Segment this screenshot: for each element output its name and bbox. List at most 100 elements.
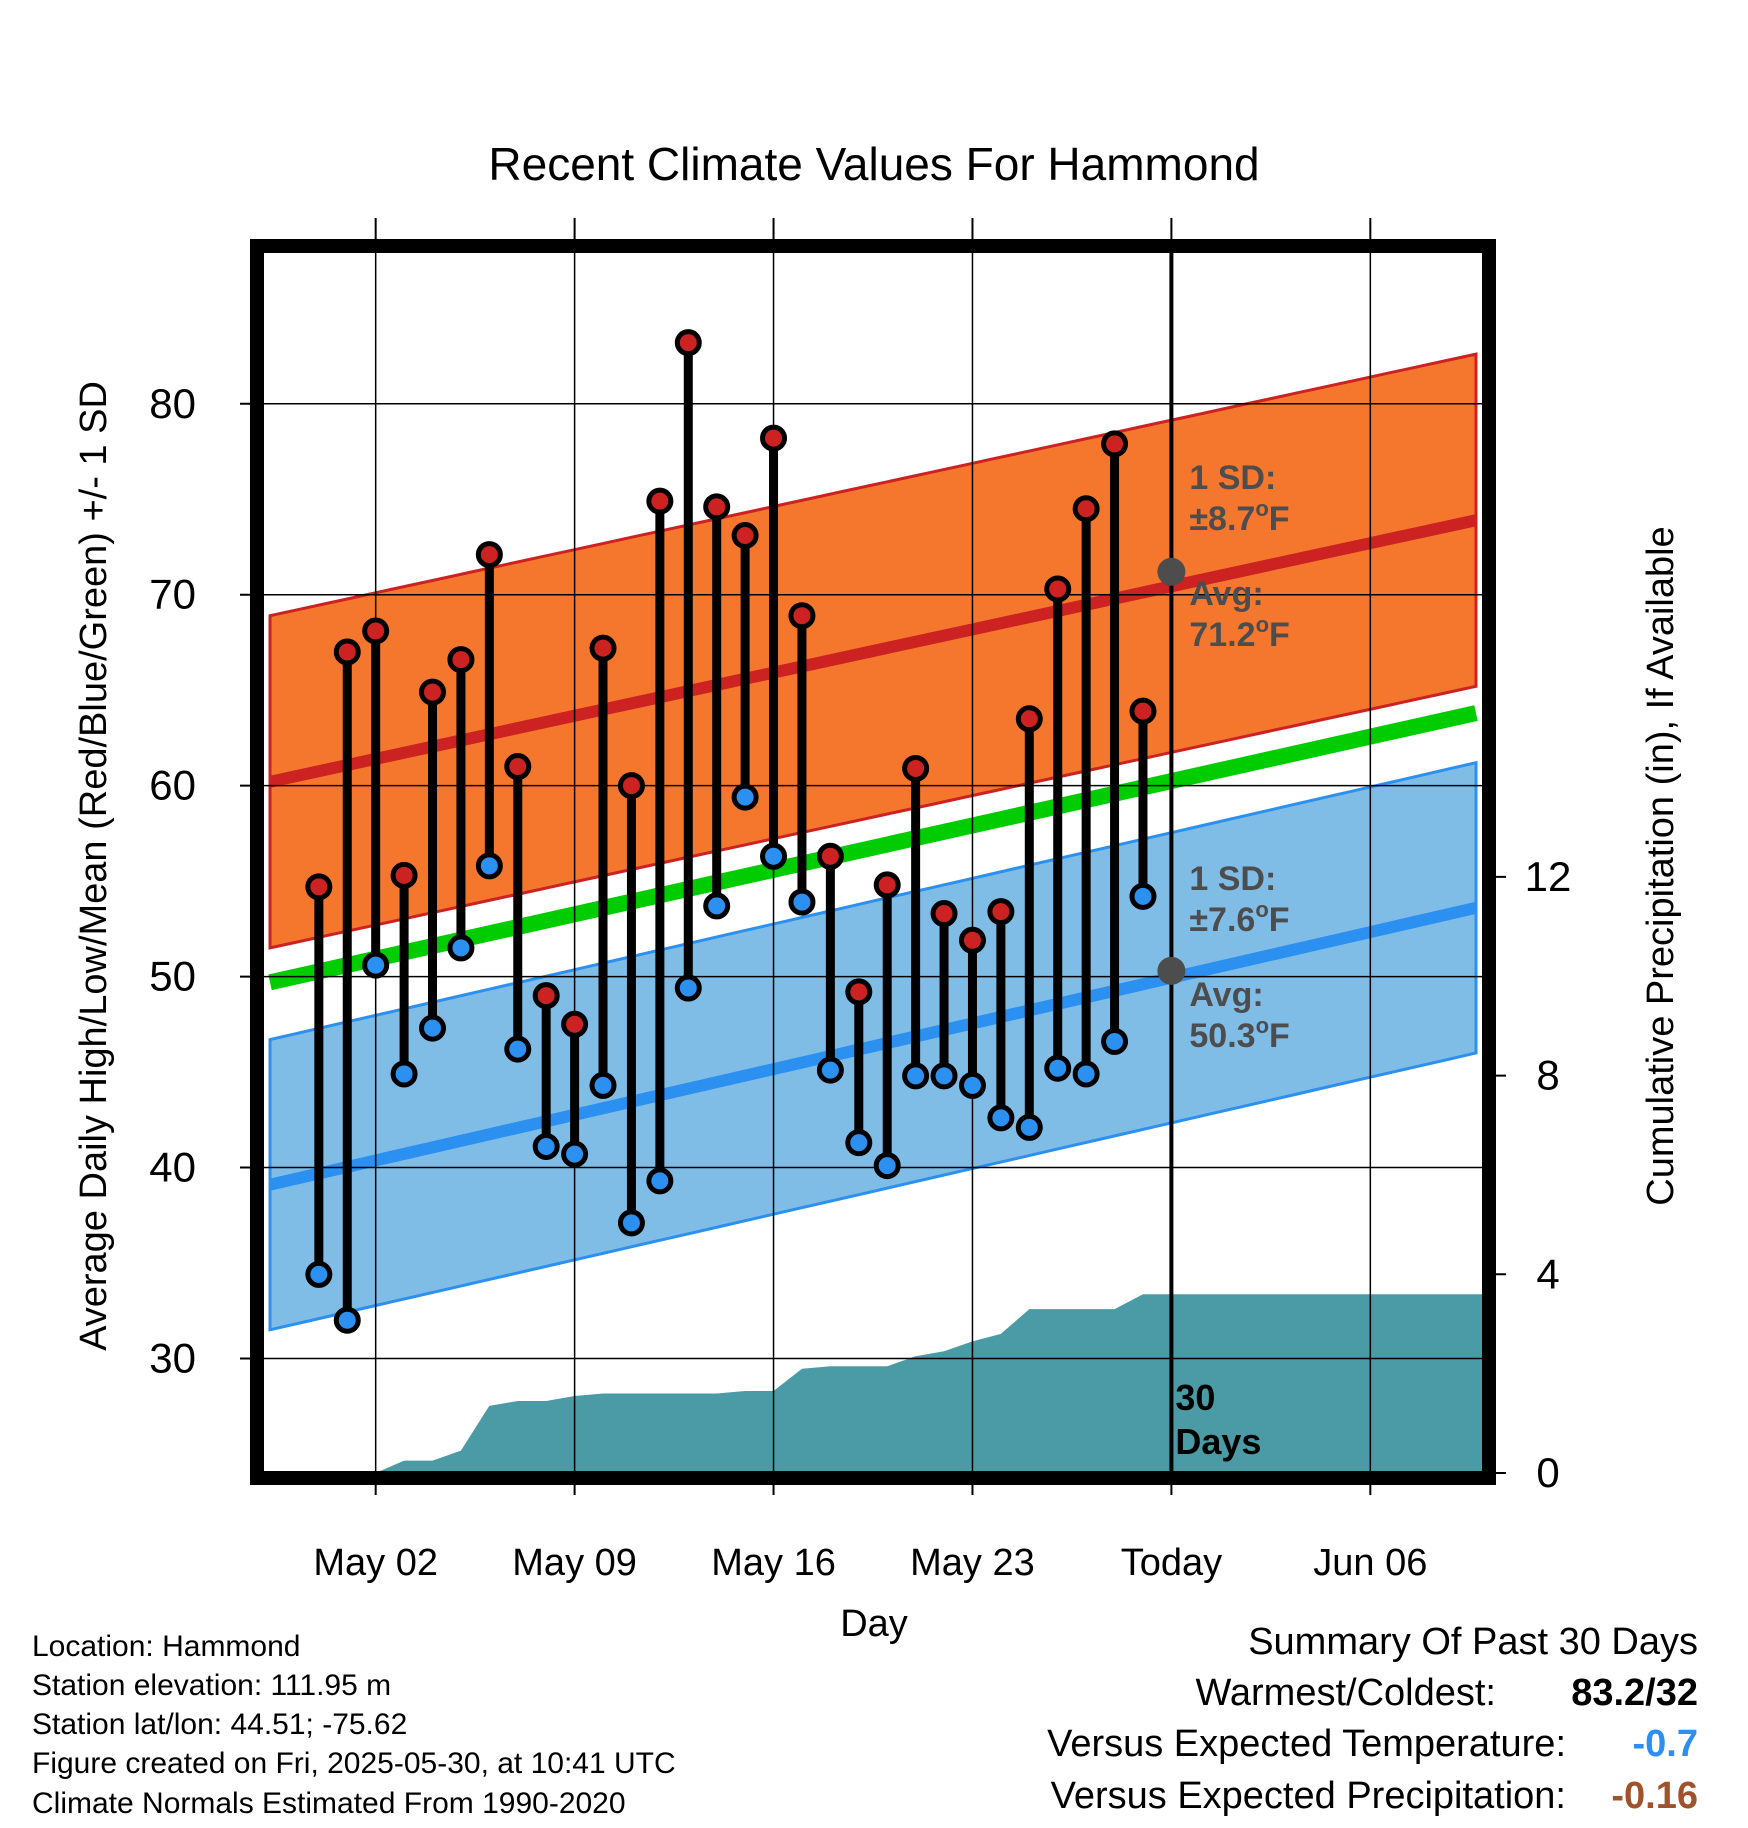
summary-temp-value: -0.7 [1633, 1723, 1698, 1765]
high-point [475, 541, 503, 569]
high-point [930, 900, 958, 928]
station-info: Location: Hammond Station elevation: 111… [32, 1630, 676, 1820]
low-point [1072, 1060, 1100, 1088]
low-point [333, 1306, 361, 1334]
low-point [958, 1071, 986, 1099]
y-tick-label: 60 [149, 762, 196, 809]
y-tick-label: 80 [149, 380, 196, 427]
x-tick-label: Today [1121, 1542, 1222, 1584]
low-point [1129, 882, 1157, 910]
chart-title: Recent Climate Values For Hammond [488, 138, 1259, 190]
y2-tick-label: 0 [1536, 1449, 1559, 1496]
low-point [1044, 1054, 1072, 1082]
low-point [873, 1152, 901, 1180]
summary-precip-value: -0.16 [1611, 1775, 1698, 1817]
y2-tick-label: 8 [1536, 1052, 1559, 1099]
high-point [305, 873, 333, 901]
high-point [447, 646, 475, 674]
high-point [873, 871, 901, 899]
high-point [390, 861, 418, 889]
info-created: Figure created on Fri, 2025-05-30, at 10… [32, 1747, 676, 1780]
high-point [1072, 495, 1100, 523]
high-avg-value: 71.2oF [1189, 612, 1289, 654]
summary-temp-label: Versus Expected Temperature: [1047, 1723, 1566, 1765]
low-sd-label: 1 SD: [1189, 860, 1276, 898]
high-point [845, 978, 873, 1006]
plot-frame [250, 239, 1496, 1485]
low-point [674, 974, 702, 1002]
low-point [703, 892, 731, 920]
low-avg-value: 50.3oF [1189, 1013, 1289, 1055]
low-point [419, 1014, 447, 1042]
low-point [930, 1062, 958, 1090]
low-point [731, 783, 759, 811]
x-tick-label: May 02 [313, 1542, 438, 1584]
info-location: Location: Hammond [32, 1630, 300, 1663]
summary-warm-cold-value: 83.2/32 [1571, 1672, 1698, 1714]
high-avg-label: Avg: [1189, 575, 1263, 613]
high-point [760, 424, 788, 452]
low-point [816, 1056, 844, 1084]
normal-low-line [268, 901, 1478, 1191]
low-point [475, 852, 503, 880]
low-point [987, 1104, 1015, 1132]
low-point [845, 1129, 873, 1157]
low-point [390, 1060, 418, 1088]
y-tick-label: 70 [149, 571, 196, 618]
high-point [1015, 705, 1043, 733]
high-point [731, 521, 759, 549]
low-point [447, 934, 475, 962]
low-point [362, 951, 390, 979]
normal-mean-line [268, 705, 1478, 991]
high-point [1129, 697, 1157, 725]
low-point [589, 1071, 617, 1099]
high-point [504, 753, 532, 781]
y-tick-label: 50 [149, 953, 196, 1000]
high-point [362, 617, 390, 645]
summary-title: Summary Of Past 30 Days [1248, 1621, 1698, 1663]
today-low-avg-marker [1157, 956, 1186, 985]
summary-panel: Summary Of Past 30 Days Warmest/Coldest:… [1047, 1621, 1698, 1817]
high-point [1044, 575, 1072, 603]
y2-axis-label: Cumulative Precipitation (in), If Availa… [1640, 526, 1682, 1205]
summary-warm-cold-label: Warmest/Coldest: [1195, 1672, 1496, 1714]
high-point [532, 982, 560, 1010]
low-point [1015, 1113, 1043, 1141]
low-point [646, 1167, 674, 1195]
low-point [760, 842, 788, 870]
high-point [902, 754, 930, 782]
y-tick-label: 30 [149, 1334, 196, 1381]
low-sd-value: ±7.6oF [1189, 897, 1289, 939]
info-latlon: Station lat/lon: 44.51; -75.62 [32, 1708, 407, 1741]
days-label: Days [1175, 1421, 1261, 1462]
today-high-avg-marker [1157, 557, 1186, 586]
plot-inner [262, 251, 1484, 1473]
x-tick-label: May 16 [711, 1542, 836, 1584]
info-normals: Climate Normals Estimated From 1990-2020 [32, 1787, 626, 1820]
high-point [1101, 430, 1129, 458]
low-point [561, 1140, 589, 1168]
low-point [902, 1062, 930, 1090]
y2-tick-label: 4 [1536, 1250, 1559, 1297]
low-point [1101, 1027, 1129, 1055]
high-sd-value: ±8.7oF [1189, 496, 1289, 538]
high-point [419, 678, 447, 706]
low-point [788, 888, 816, 916]
high-point [987, 898, 1015, 926]
y-axis-label: Average Daily High/Low/Mean (Red/Blue/Gr… [73, 381, 115, 1351]
x-tick-label: May 23 [910, 1542, 1035, 1584]
normal-high-line [268, 514, 1478, 788]
low-point [305, 1260, 333, 1288]
days-count-label: 30 [1175, 1377, 1215, 1418]
high-point [333, 638, 361, 666]
high-point [589, 634, 617, 662]
x-tick-label: May 09 [512, 1542, 637, 1584]
y2-tick-label: 12 [1525, 853, 1572, 900]
high-point [646, 487, 674, 515]
high-point [617, 772, 645, 800]
high-point [788, 602, 816, 630]
precip-area [375, 1294, 1484, 1473]
info-elevation: Station elevation: 111.95 m [32, 1669, 391, 1702]
